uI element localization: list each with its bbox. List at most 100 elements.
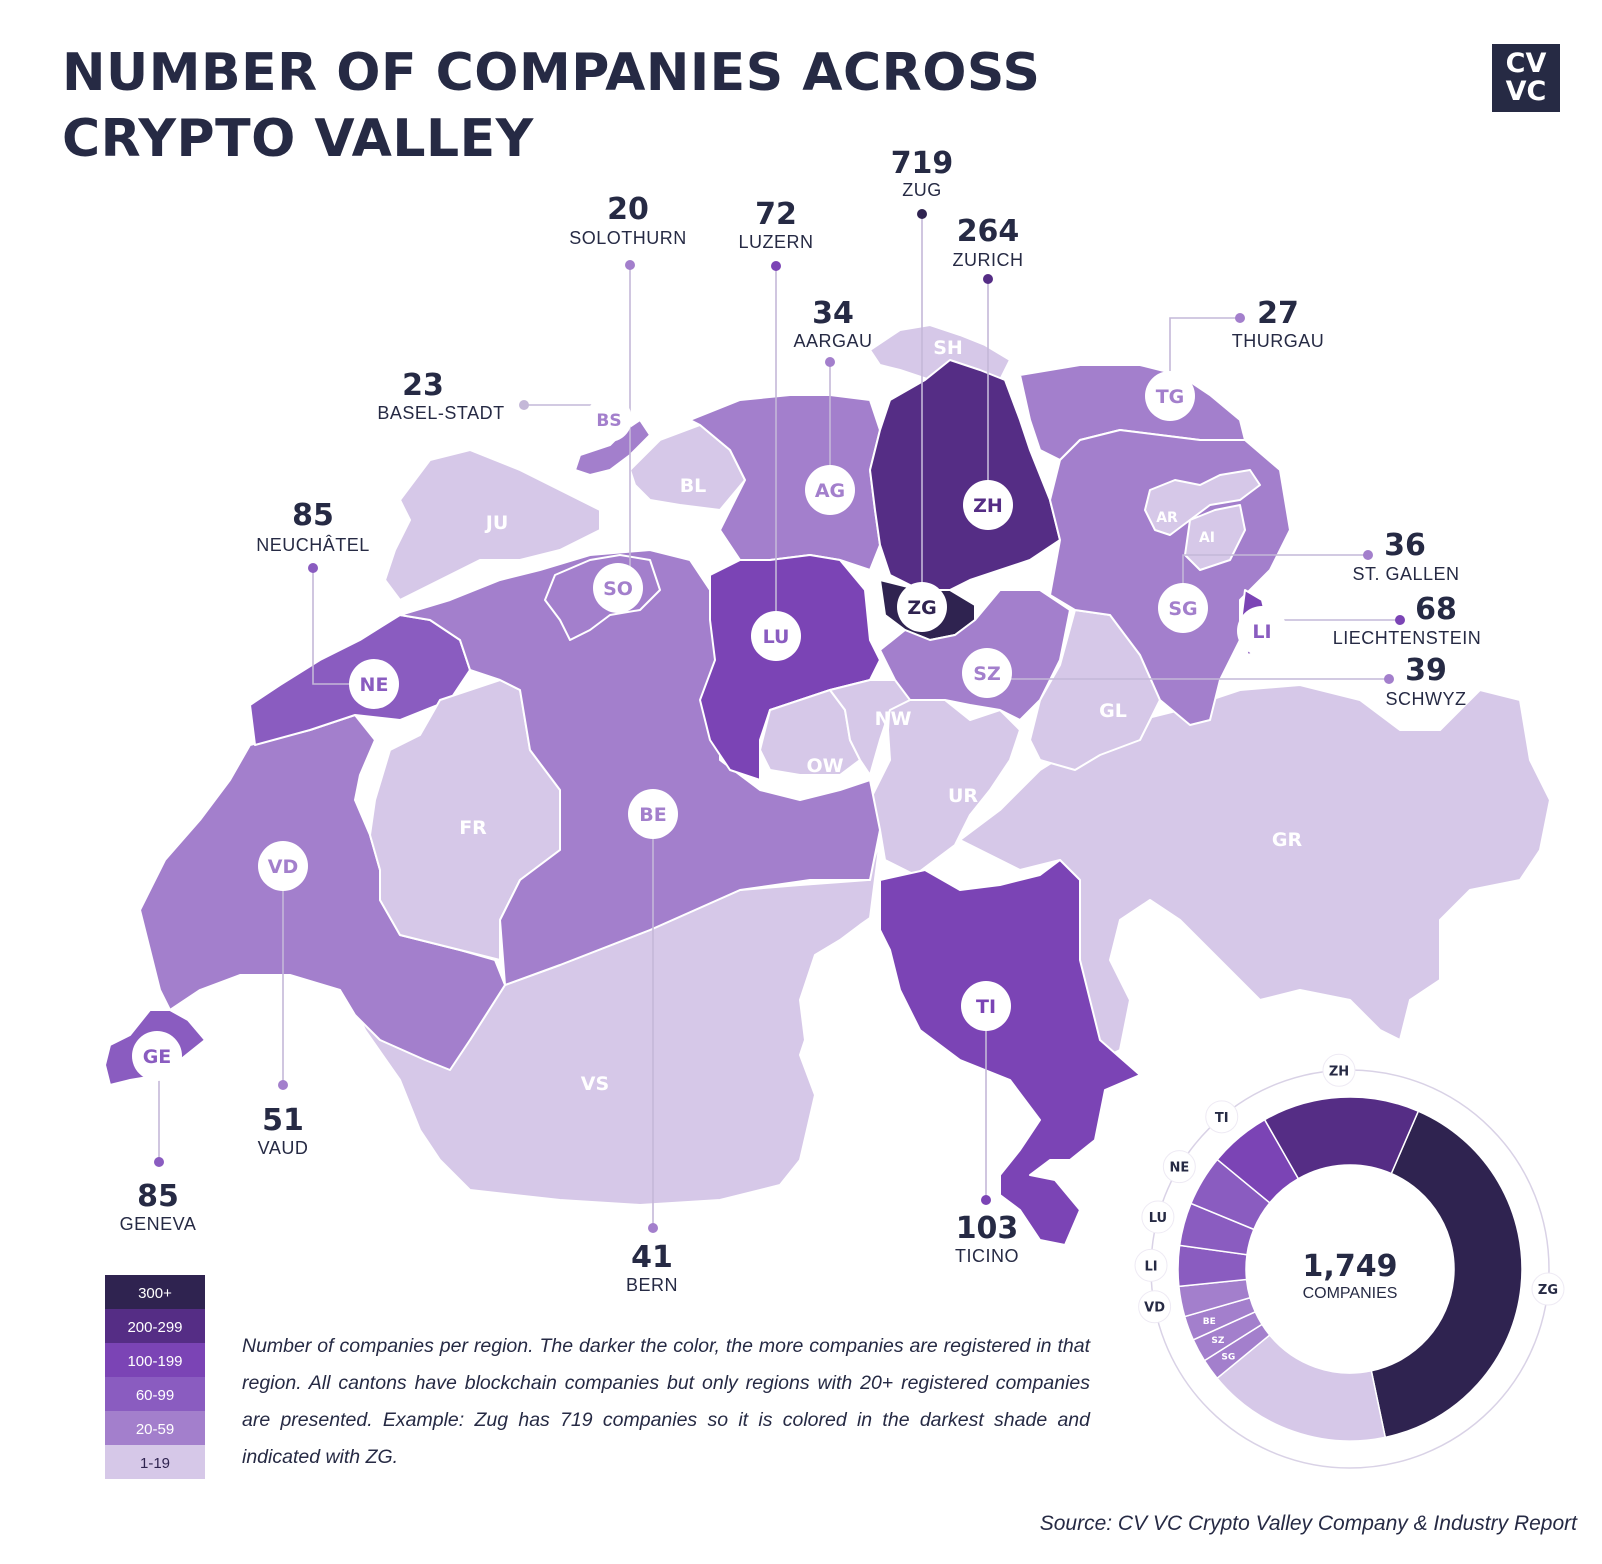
dot-so — [625, 260, 635, 270]
dot-ge — [154, 1157, 164, 1167]
dot-tg — [1235, 313, 1245, 323]
dot-bs — [519, 400, 529, 410]
svg-text:GE: GE — [143, 1046, 172, 1068]
dot-ag — [825, 357, 835, 367]
leader-tg — [1169, 317, 1240, 396]
value-be: 41 — [631, 1240, 673, 1275]
badge-zh: ZH — [963, 480, 1013, 530]
dot-sg — [1363, 550, 1373, 560]
svg-text:AG: AG — [815, 480, 845, 502]
svg-text:SG: SG — [1168, 598, 1197, 620]
svg-text:LI: LI — [1252, 621, 1271, 643]
badge-li: LI — [1237, 606, 1287, 656]
label-ar: AR — [1156, 510, 1178, 526]
value-so: 20 — [607, 192, 649, 227]
svg-text:ZH: ZH — [973, 495, 1003, 517]
svg-text:VD: VD — [268, 856, 298, 878]
region-vd — [139, 714, 506, 1071]
donut-label-zh: ZH — [1322, 1053, 1356, 1087]
legend-swatch — [105, 1445, 205, 1479]
legend-label: 20-59 — [136, 1421, 174, 1438]
legend-label: 60-99 — [136, 1387, 174, 1404]
badge-bs: BS — [586, 396, 632, 442]
badge-be: BE — [628, 789, 678, 839]
value-ne: 85 — [292, 498, 334, 533]
donut-labels: ZG VD LI LU NE TI ZH SG SZ BE — [1134, 1053, 1565, 1363]
donut-hole — [1246, 1165, 1454, 1373]
region-nw — [829, 679, 911, 776]
label-gl: GL — [1099, 700, 1127, 722]
label-fr: FR — [459, 817, 487, 839]
name-ag: AARGAU — [793, 331, 872, 351]
svg-text:TI: TI — [976, 996, 996, 1018]
svg-text:NE: NE — [360, 674, 389, 696]
label-vs: VS — [581, 1073, 609, 1095]
badge-ne: NE — [349, 659, 399, 709]
name-bs: BASEL-STADT — [377, 403, 504, 423]
name-ne: NEUCHÂTEL — [256, 535, 370, 555]
region-ai — [1184, 504, 1246, 571]
title-line-1: NUMBER OF COMPANIES ACROSS — [62, 43, 1041, 103]
name-ge: GENEVA — [120, 1214, 197, 1234]
value-ge: 85 — [137, 1179, 179, 1214]
legend-label: 1-19 — [140, 1455, 170, 1472]
name-so: SOLOTHURN — [569, 228, 687, 248]
label-ju: JU — [484, 512, 509, 534]
svg-text:LI: LI — [1144, 1259, 1157, 1274]
donut-label-li: LI — [1134, 1248, 1168, 1282]
badge-lu: LU — [751, 611, 801, 661]
logo-line-2: VC — [1505, 76, 1547, 107]
dot-sz — [1384, 674, 1394, 684]
name-sg: ST. GALLEN — [1352, 564, 1459, 584]
svg-text:ZH: ZH — [1329, 1064, 1349, 1079]
donut-slices — [1177, 1096, 1523, 1442]
dot-zg — [917, 209, 927, 219]
svg-text:SO: SO — [603, 578, 633, 600]
svg-text:SZ: SZ — [973, 663, 1000, 685]
svg-text:TI: TI — [1215, 1111, 1229, 1126]
dot-ne — [308, 563, 318, 573]
svg-text:VD: VD — [1144, 1301, 1165, 1316]
svg-text:ZG: ZG — [907, 597, 936, 619]
value-sz: 39 — [1405, 653, 1447, 688]
legend-swatch — [105, 1309, 205, 1343]
region-ar — [1144, 469, 1261, 536]
badge-sz: SZ — [962, 648, 1012, 698]
canton-callouts: 719 ZUG 264 ZURICH 20 SOLOTHURN 72 LUZER… — [120, 146, 1482, 1295]
svg-text:TG: TG — [1156, 386, 1185, 408]
region-sg — [1049, 429, 1291, 726]
badge-vd: VD — [258, 841, 308, 891]
dot-be — [648, 1223, 658, 1233]
value-vd: 51 — [262, 1103, 304, 1138]
legend-swatch — [105, 1411, 205, 1445]
value-li: 68 — [1415, 592, 1457, 627]
name-lu: LUZERN — [738, 232, 813, 252]
value-sg: 36 — [1384, 528, 1426, 563]
label-bl: BL — [680, 475, 707, 497]
legend-label: 200-299 — [127, 1319, 182, 1336]
donut-label-zg: ZG — [1531, 1272, 1565, 1306]
badge-so: SO — [593, 563, 643, 613]
name-zh: ZURICH — [953, 250, 1024, 270]
map-caption: Number of companies per region. The dark… — [242, 1335, 1090, 1468]
page-title: NUMBER OF COMPANIES ACROSS CRYPTO VALLEY — [62, 40, 1062, 172]
badge-tg: TG — [1145, 371, 1195, 421]
donut-total: 1,749 — [1303, 1249, 1398, 1284]
legend-swatch — [105, 1377, 205, 1411]
source-note: Source: CV VC Crypto Valley Company & In… — [1039, 1512, 1577, 1535]
name-li: LIECHTENSTEIN — [1333, 628, 1482, 648]
leader-dots — [154, 209, 1405, 1233]
color-legend: 300+ 200-299 100-199 60-99 20-59 1-19 — [105, 1275, 205, 1479]
dot-li — [1395, 615, 1405, 625]
donut-label-lu: LU — [1141, 1200, 1175, 1234]
svg-text:LU: LU — [763, 626, 790, 648]
donut-inner-label-sg: SG — [1221, 1353, 1235, 1363]
name-tg: THURGAU — [1232, 331, 1325, 351]
name-vd: VAUD — [258, 1138, 309, 1158]
legend-label: 300+ — [138, 1285, 172, 1302]
label-ai: AI — [1199, 530, 1215, 546]
logo-line-1: CV — [1505, 48, 1547, 79]
name-zg: ZUG — [902, 180, 942, 200]
donut-inner-label-sz: SZ — [1211, 1336, 1224, 1346]
canton-badges: ZG ZH TI GE NE LU LI VD BE SZ SG AG TG B… — [132, 371, 1287, 1081]
